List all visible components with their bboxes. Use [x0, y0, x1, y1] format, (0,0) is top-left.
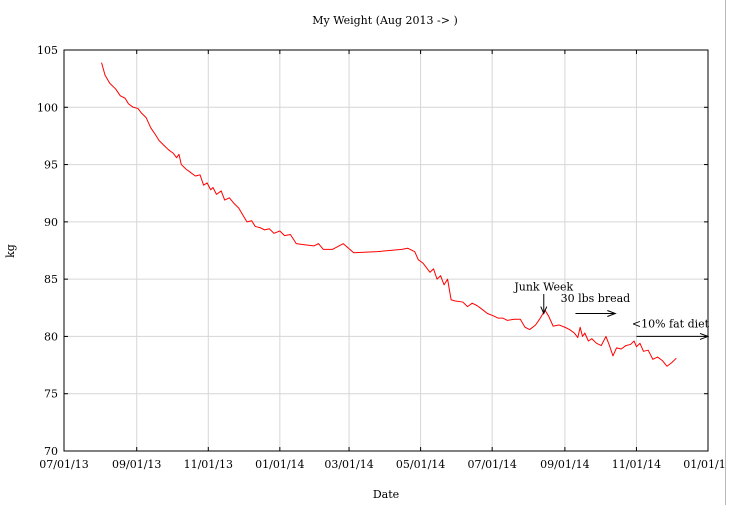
weight-series-line [101, 62, 677, 367]
x-tick-label: 07/01/13 [39, 458, 88, 471]
x-tick-label: 01/01/15 [683, 458, 730, 471]
arrow-head [540, 306, 548, 315]
annotation-label: Junk Week [513, 281, 573, 294]
y-tick-label: 100 [37, 101, 58, 114]
chart-title: My Weight (Aug 2013 -> ) [312, 14, 458, 27]
y-tick-label: 85 [44, 273, 58, 286]
x-tick-label: 09/01/14 [540, 458, 589, 471]
arrow-head [699, 332, 710, 340]
annotation: <10% fat diet [632, 317, 710, 340]
x-tick-label: 11/01/14 [612, 458, 661, 471]
x-tick-label: 03/01/14 [324, 458, 373, 471]
x-tick-label: 05/01/14 [396, 458, 445, 471]
x-tick-label: 11/01/13 [184, 458, 233, 471]
y-axis-ticks: 70 75 80 85 90 95 100 105 [37, 44, 708, 458]
grid-lines [64, 50, 708, 451]
y-tick-label: 105 [37, 44, 58, 57]
arrow-head [607, 310, 617, 317]
window-edge [725, 0, 730, 505]
series-layer [101, 62, 677, 367]
y-tick-label: 70 [44, 445, 58, 458]
x-tick-label: 09/01/13 [112, 458, 161, 471]
x-tick-label: 01/01/14 [255, 458, 304, 471]
annotation: Junk Week [513, 281, 574, 315]
annotation-label: <10% fat diet [632, 317, 710, 330]
x-axis-ticks: 07/01/13 09/01/13 11/01/13 01/01/14 03/01/14… [39, 50, 730, 471]
y-tick-label: 80 [44, 330, 58, 343]
plot-frame [63, 49, 709, 452]
annotation-label: 30 lbs bread [561, 292, 631, 305]
x-tick-label: 07/01/14 [467, 458, 516, 471]
y-tick-label: 75 [44, 388, 58, 401]
y-tick-label: 95 [44, 159, 58, 172]
y-axis-label: kg [4, 244, 17, 258]
x-axis-label: Date [373, 488, 399, 501]
y-tick-label: 90 [44, 216, 58, 229]
annotation: 30 lbs bread [561, 292, 631, 317]
